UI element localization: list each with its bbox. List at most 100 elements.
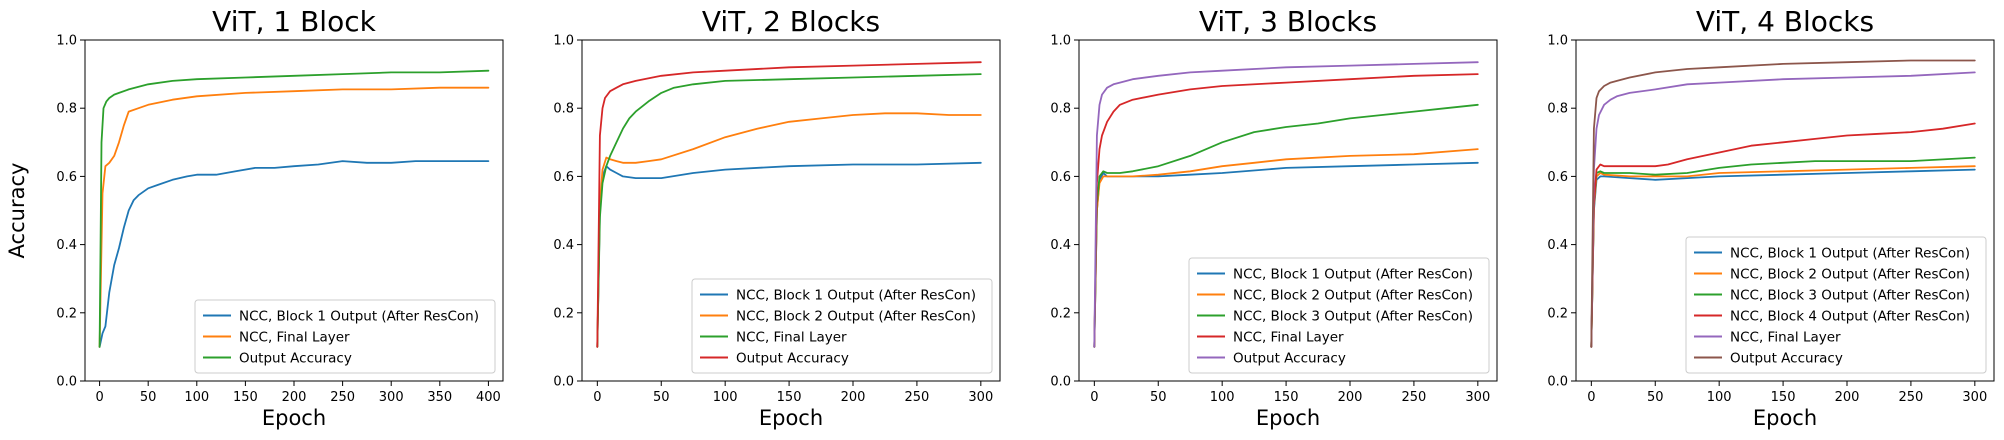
x-tick-label: 100 [713,390,738,405]
axes-frame [581,39,1001,382]
x-tick-label: 150 [1771,390,1796,405]
legend-entry: NCC, Final Layer [1730,330,1841,346]
x-tick-label: 0 [1587,390,1595,405]
legend-box [1188,257,1490,374]
x-tick-label: 100 [184,390,209,405]
x-tick-label: 350 [427,390,452,405]
series-line-5 [1093,61,1479,348]
legend-entry: NCC, Block 3 Output (After ResCon) [1233,309,1473,325]
x-tick-label: 50 [140,390,157,405]
x-tick-label: 200 [1835,390,1860,405]
legend: NCC, Block 1 Output (After ResCon) NCC, B… [1188,257,1490,374]
x-tick-label: 0 [1090,390,1098,405]
x-tick-label: 200 [1338,390,1363,405]
chart-panel-1: 0 50 100 150 200 250 300 350 400 0.0 0.2 0.4 0.6 0.8 1… [5,5,504,430]
x-tick-label: 200 [841,390,866,405]
x-axis-label: Epoch [759,406,823,430]
legend-entry: Output Accuracy [239,351,352,367]
series-line-3 [1590,156,1976,348]
x-tick-label: 150 [777,390,802,405]
x-tick-label: 150 [1274,390,1299,405]
y-tick-label: 0.4 [1547,238,1568,253]
x-tick-label: 50 [1647,390,1664,405]
series-line-1 [98,160,490,348]
legend-box [691,278,993,374]
y-tick-label: 0.0 [553,375,574,390]
x-axis-label: Epoch [1753,406,1817,430]
series-line-5 [1590,71,1976,348]
legend: NCC, Block 1 Output (After ResCon) NCC, B… [1685,236,1987,374]
series-line-3 [98,69,490,348]
x-axis-label: Epoch [262,406,326,430]
legend-entry: NCC, Final Layer [239,330,350,346]
legend-entry: NCC, Block 4 Output (After ResCon) [1730,309,1970,325]
y-tick-label: 0.6 [1547,170,1568,185]
legend-entry: Output Accuracy [1233,351,1346,367]
legend: NCC, Block 1 Output (After ResCon) NCC, B… [691,278,993,374]
y-tick-label: 0.6 [56,170,77,185]
x-axis-label: Epoch [1256,406,1320,430]
x-tick-label: 300 [1962,390,1987,405]
y-tick-label: 0.8 [1547,102,1568,117]
legend-entry: NCC, Final Layer [1233,330,1344,346]
y-tick-label: 1.0 [553,34,574,49]
legend-entry: NCC, Block 1 Output (After ResCon) [239,309,479,325]
legend-entry: Output Accuracy [1730,351,1843,367]
x-tick-label: 300 [968,390,993,405]
y-tick-label: 0.8 [553,102,574,117]
y-axis-label: Accuracy [5,163,29,259]
y-tick-label: 0.2 [1547,306,1568,321]
chart-panel-2: 0 50 100 150 200 250 300 0.0 0.2 0.4 0.6 0.8 1.0 ViT,… [553,5,1001,430]
series-line-2 [596,112,982,348]
y-tick-label: 0.8 [1050,102,1071,117]
y-tick-label: 0.0 [1547,375,1568,390]
y-tick-label: 1.0 [56,34,77,49]
chart-title: ViT, 3 Blocks [1199,5,1377,38]
legend-entry: NCC, Block 2 Output (After ResCon) [1730,267,1970,283]
legend-entry: NCC, Block 1 Output (After ResCon) [1233,267,1473,283]
series-line-2 [1093,148,1479,348]
series-line-6 [1590,59,1976,348]
x-tick-label: 250 [1898,390,1923,405]
x-tick-label: 100 [1210,390,1235,405]
legend-box [1685,236,1987,374]
x-tick-label: 300 [1465,390,1490,405]
y-tick-label: 0.4 [1050,238,1071,253]
y-tick-label: 0.2 [553,306,574,321]
axes-frame [1575,39,1995,382]
y-tick-label: 1.0 [1547,34,1568,49]
x-tick-label: 150 [233,390,258,405]
legend-box [194,299,496,374]
y-tick-label: 0.4 [553,238,574,253]
chart-title: ViT, 2 Blocks [702,5,880,38]
x-tick-label: 250 [904,390,929,405]
chart-title: ViT, 1 Block [212,5,376,38]
y-tick-label: 0.2 [1050,306,1071,321]
y-tick-label: 0.0 [1050,375,1071,390]
chart-panel-3: 0 50 100 150 200 250 300 0.0 0.2 0.4 0.6 0.8 1.0 ViT,… [1050,5,1498,430]
legend: NCC, Block 1 Output (After ResCon) NCC, F… [194,299,496,374]
x-tick-label: 0 [593,390,601,405]
axes-frame [1078,39,1498,382]
x-tick-label: 0 [95,390,103,405]
series-line-2 [98,86,490,348]
x-tick-label: 50 [653,390,670,405]
x-tick-label: 200 [282,390,307,405]
y-tick-label: 0.6 [1050,170,1071,185]
legend-entry: NCC, Block 2 Output (After ResCon) [736,309,976,325]
series-line-4 [596,61,982,348]
y-tick-label: 1.0 [1050,34,1071,49]
legend-entry: NCC, Block 1 Output (After ResCon) [1730,246,1970,262]
chart-title: ViT, 4 Blocks [1696,5,1874,38]
x-tick-label: 300 [379,390,404,405]
legend-entry: NCC, Block 3 Output (After ResCon) [1730,288,1970,304]
x-tick-label: 400 [476,390,501,405]
chart-panel-4: 0 50 100 150 200 250 300 0.0 0.2 0.4 0.6 0.8 1.0 ViT,… [1547,5,1995,430]
x-tick-label: 100 [1707,390,1732,405]
legend-entry: NCC, Final Layer [736,330,847,346]
legend-entry: NCC, Block 2 Output (After ResCon) [1233,288,1473,304]
y-tick-label: 0.8 [56,102,77,117]
series-line-3 [1093,103,1479,348]
x-tick-label: 50 [1150,390,1167,405]
